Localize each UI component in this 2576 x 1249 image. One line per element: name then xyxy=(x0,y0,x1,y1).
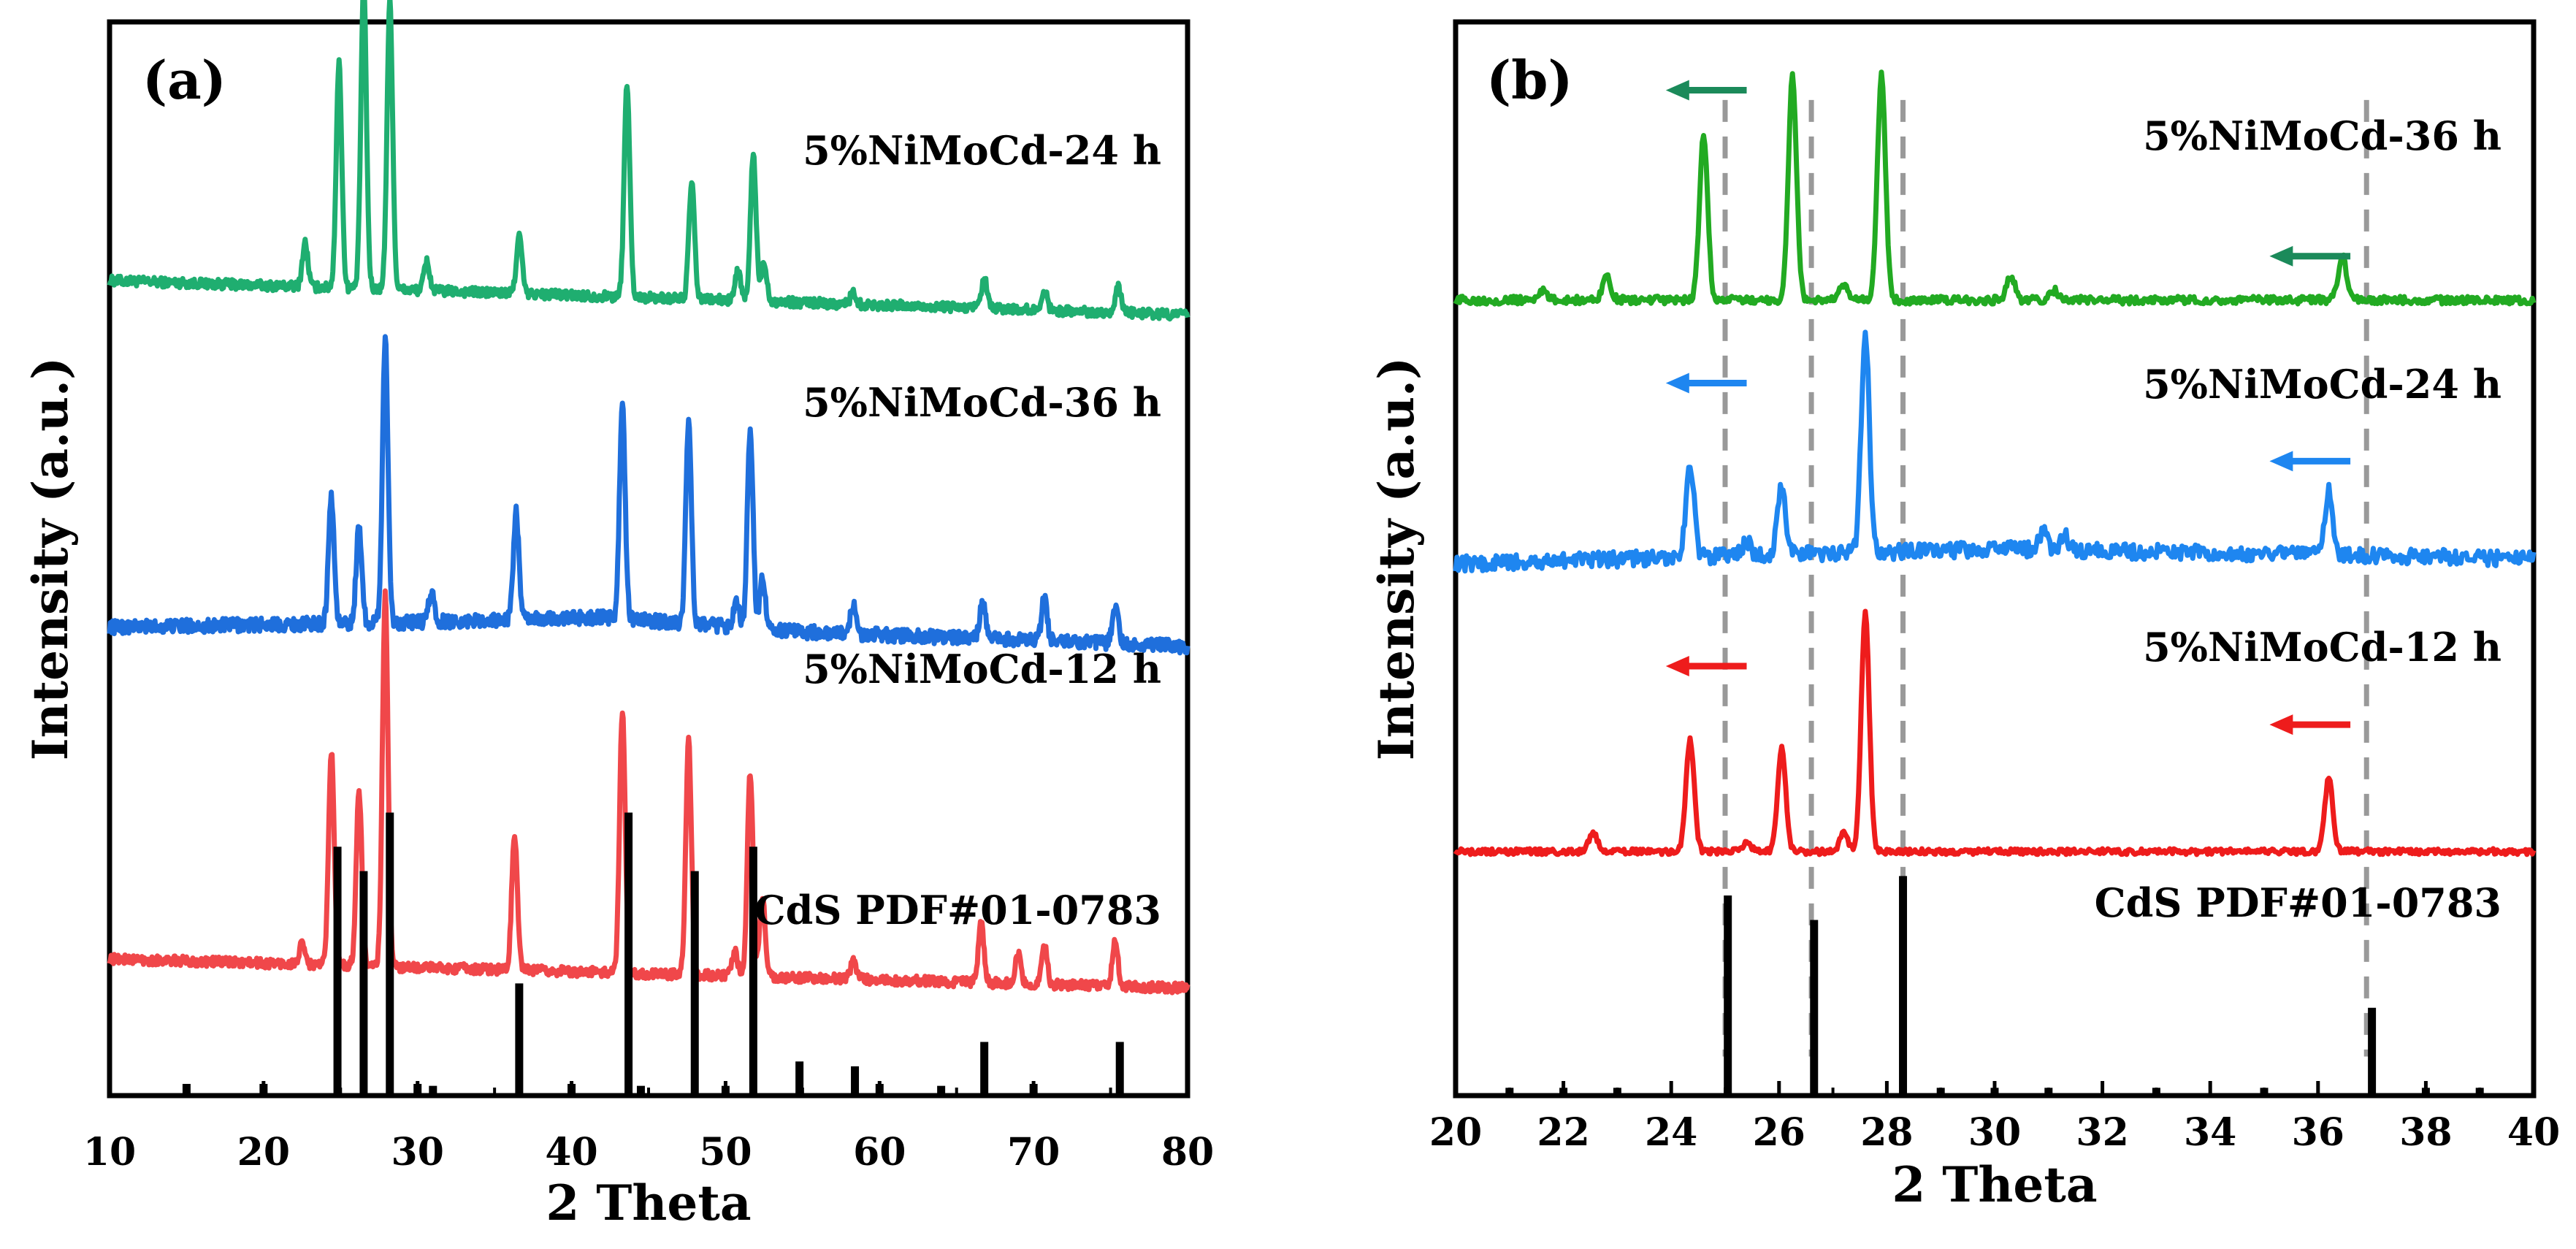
panel-b: (b) 20 22 24 26 28 30 32 34 36 38 40 5%NiMoCd-36 h… xyxy=(1368,19,2560,1213)
panel-a-x-tick-label-50: 50 xyxy=(699,1130,752,1174)
panel-b-shift-arrow-head-6 xyxy=(2269,714,2293,736)
panel-a-x-axis-title: 2 Theta xyxy=(546,1174,751,1231)
panel-b-x-tick-label-36: 36 xyxy=(2292,1110,2344,1155)
panel-b-series-label-2: 5%NiMoCd-24 h xyxy=(2143,361,2502,408)
panel-b-x-tick-label-34: 34 xyxy=(2184,1110,2236,1155)
panel-a-pattern-3 xyxy=(107,588,1190,996)
panel-a-y-axis-title: Intensity (a.u.) xyxy=(22,357,79,761)
panel-a-x-tick-label-30: 30 xyxy=(391,1130,444,1174)
panel-b-x-tick-label-38: 38 xyxy=(2399,1110,2452,1155)
panel-a-series-label-3: 5%NiMoCd-12 h xyxy=(803,646,1161,692)
panel-b-x-tick-label-40: 40 xyxy=(2507,1110,2560,1155)
panel-b-pattern-1 xyxy=(1453,69,2537,307)
panel-b-shift-arrow-head-1 xyxy=(1665,80,1689,101)
panel-a: (a) 10 20 30 40 50 60 70 80 5%NiMoCd-24 h 5%NiM… xyxy=(22,0,1214,1231)
panel-b-x-tick-label-32: 32 xyxy=(2076,1110,2128,1155)
panel-b-label: (b) xyxy=(1486,49,1572,111)
panel-b-shift-arrow-head-4 xyxy=(2269,451,2293,472)
panel-b-x-tick-label-24: 24 xyxy=(1645,1110,1697,1155)
panel-b-x-axis-title: 2 Theta xyxy=(1892,1156,2097,1213)
panel-b-shift-arrow-head-5 xyxy=(1665,656,1689,676)
panel-b-series-label-3: 5%NiMoCd-12 h xyxy=(2143,624,2502,671)
panel-b-shift-arrow-head-2 xyxy=(2269,245,2293,267)
panel-a-label: (a) xyxy=(142,49,226,111)
panel-b-shift-arrow-head-3 xyxy=(1665,373,1689,394)
panel-a-frame xyxy=(107,19,1190,1099)
panel-b-pattern-2 xyxy=(1453,329,2537,574)
panel-a-x-tick-label-20: 20 xyxy=(237,1130,290,1174)
panel-b-x-tick-label-26: 26 xyxy=(1753,1110,1805,1155)
panel-a-series-label-2: 5%NiMoCd-36 h xyxy=(803,379,1161,426)
panel-a-x-tick-label-40: 40 xyxy=(545,1130,597,1174)
panel-a-pattern-1 xyxy=(107,0,1190,322)
panel-b-x-tick-label-28: 28 xyxy=(1860,1110,1913,1155)
panel-a-series-label-1: 5%NiMoCd-24 h xyxy=(803,127,1161,174)
panel-b-x-tick-label-20: 20 xyxy=(1429,1110,1482,1155)
panel-a-x-tick-label-80: 80 xyxy=(1161,1130,1214,1174)
panel-b-x-tick-label-30: 30 xyxy=(1968,1110,2021,1155)
panel-a-reference-label: CdS PDF#01-0783 xyxy=(754,887,1161,933)
panel-b-reference-label: CdS PDF#01-0783 xyxy=(2095,879,2502,926)
panel-a-pattern-2 xyxy=(107,334,1190,656)
panel-b-series-label-1: 5%NiMoCd-36 h xyxy=(2143,112,2502,159)
panel-b-y-axis-title: Intensity (a.u.) xyxy=(1368,357,1425,761)
panel-a-x-tick-label-10: 10 xyxy=(83,1130,136,1174)
panel-b-x-tick-label-22: 22 xyxy=(1537,1110,1589,1155)
panel-a-x-tick-label-60: 60 xyxy=(853,1130,906,1174)
panel-a-x-tick-label-70: 70 xyxy=(1007,1130,1060,1174)
panel-b-pattern-3 xyxy=(1453,608,2537,858)
